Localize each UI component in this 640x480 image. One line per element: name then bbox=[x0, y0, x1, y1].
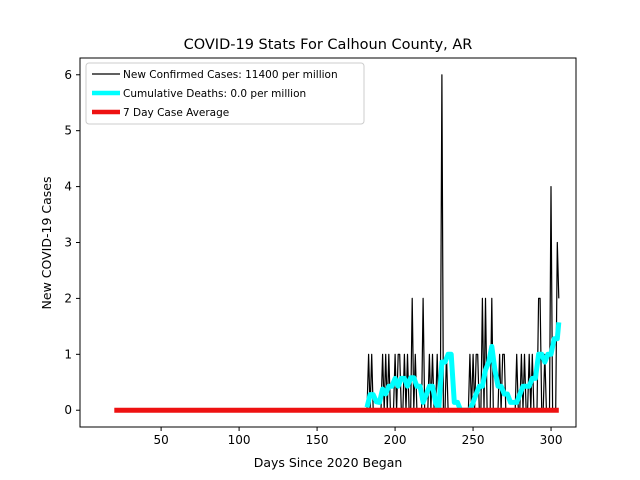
x-tick-label: 200 bbox=[384, 433, 407, 447]
y-tick-label: 2 bbox=[64, 291, 72, 305]
x-axis-label: Days Since 2020 Began bbox=[254, 455, 403, 470]
x-tick-label: 150 bbox=[306, 433, 329, 447]
y-tick-label: 6 bbox=[64, 68, 72, 82]
y-tick-label: 0 bbox=[64, 403, 72, 417]
legend-label-case-average: 7 Day Case Average bbox=[123, 107, 229, 119]
legend-box bbox=[85, 62, 365, 125]
y-axis-ticks: 0 1 2 3 4 5 6 bbox=[64, 68, 80, 417]
legend-label-cumulative-deaths: Cumulative Deaths: 0.0 per million bbox=[123, 88, 306, 100]
x-tick-label: 300 bbox=[540, 433, 563, 447]
legend: New Confirmed Cases: 11400 per million C… bbox=[85, 62, 365, 125]
x-tick-label: 250 bbox=[462, 433, 485, 447]
y-tick-label: 4 bbox=[64, 180, 72, 194]
y-tick-label: 5 bbox=[64, 124, 72, 138]
chart-title: COVID-19 Stats For Calhoun County, AR bbox=[184, 37, 473, 53]
y-axis-label: New COVID-19 Cases bbox=[39, 177, 54, 310]
x-tick-label: 100 bbox=[228, 433, 251, 447]
legend-label-new-cases: New Confirmed Cases: 11400 per million bbox=[123, 69, 338, 81]
x-axis-ticks: 50 100 150 200 250 300 bbox=[153, 427, 562, 447]
y-tick-label: 3 bbox=[64, 236, 72, 250]
x-tick-label: 50 bbox=[153, 433, 168, 447]
plot-area bbox=[114, 74, 562, 413]
y-tick-label: 1 bbox=[64, 347, 72, 361]
